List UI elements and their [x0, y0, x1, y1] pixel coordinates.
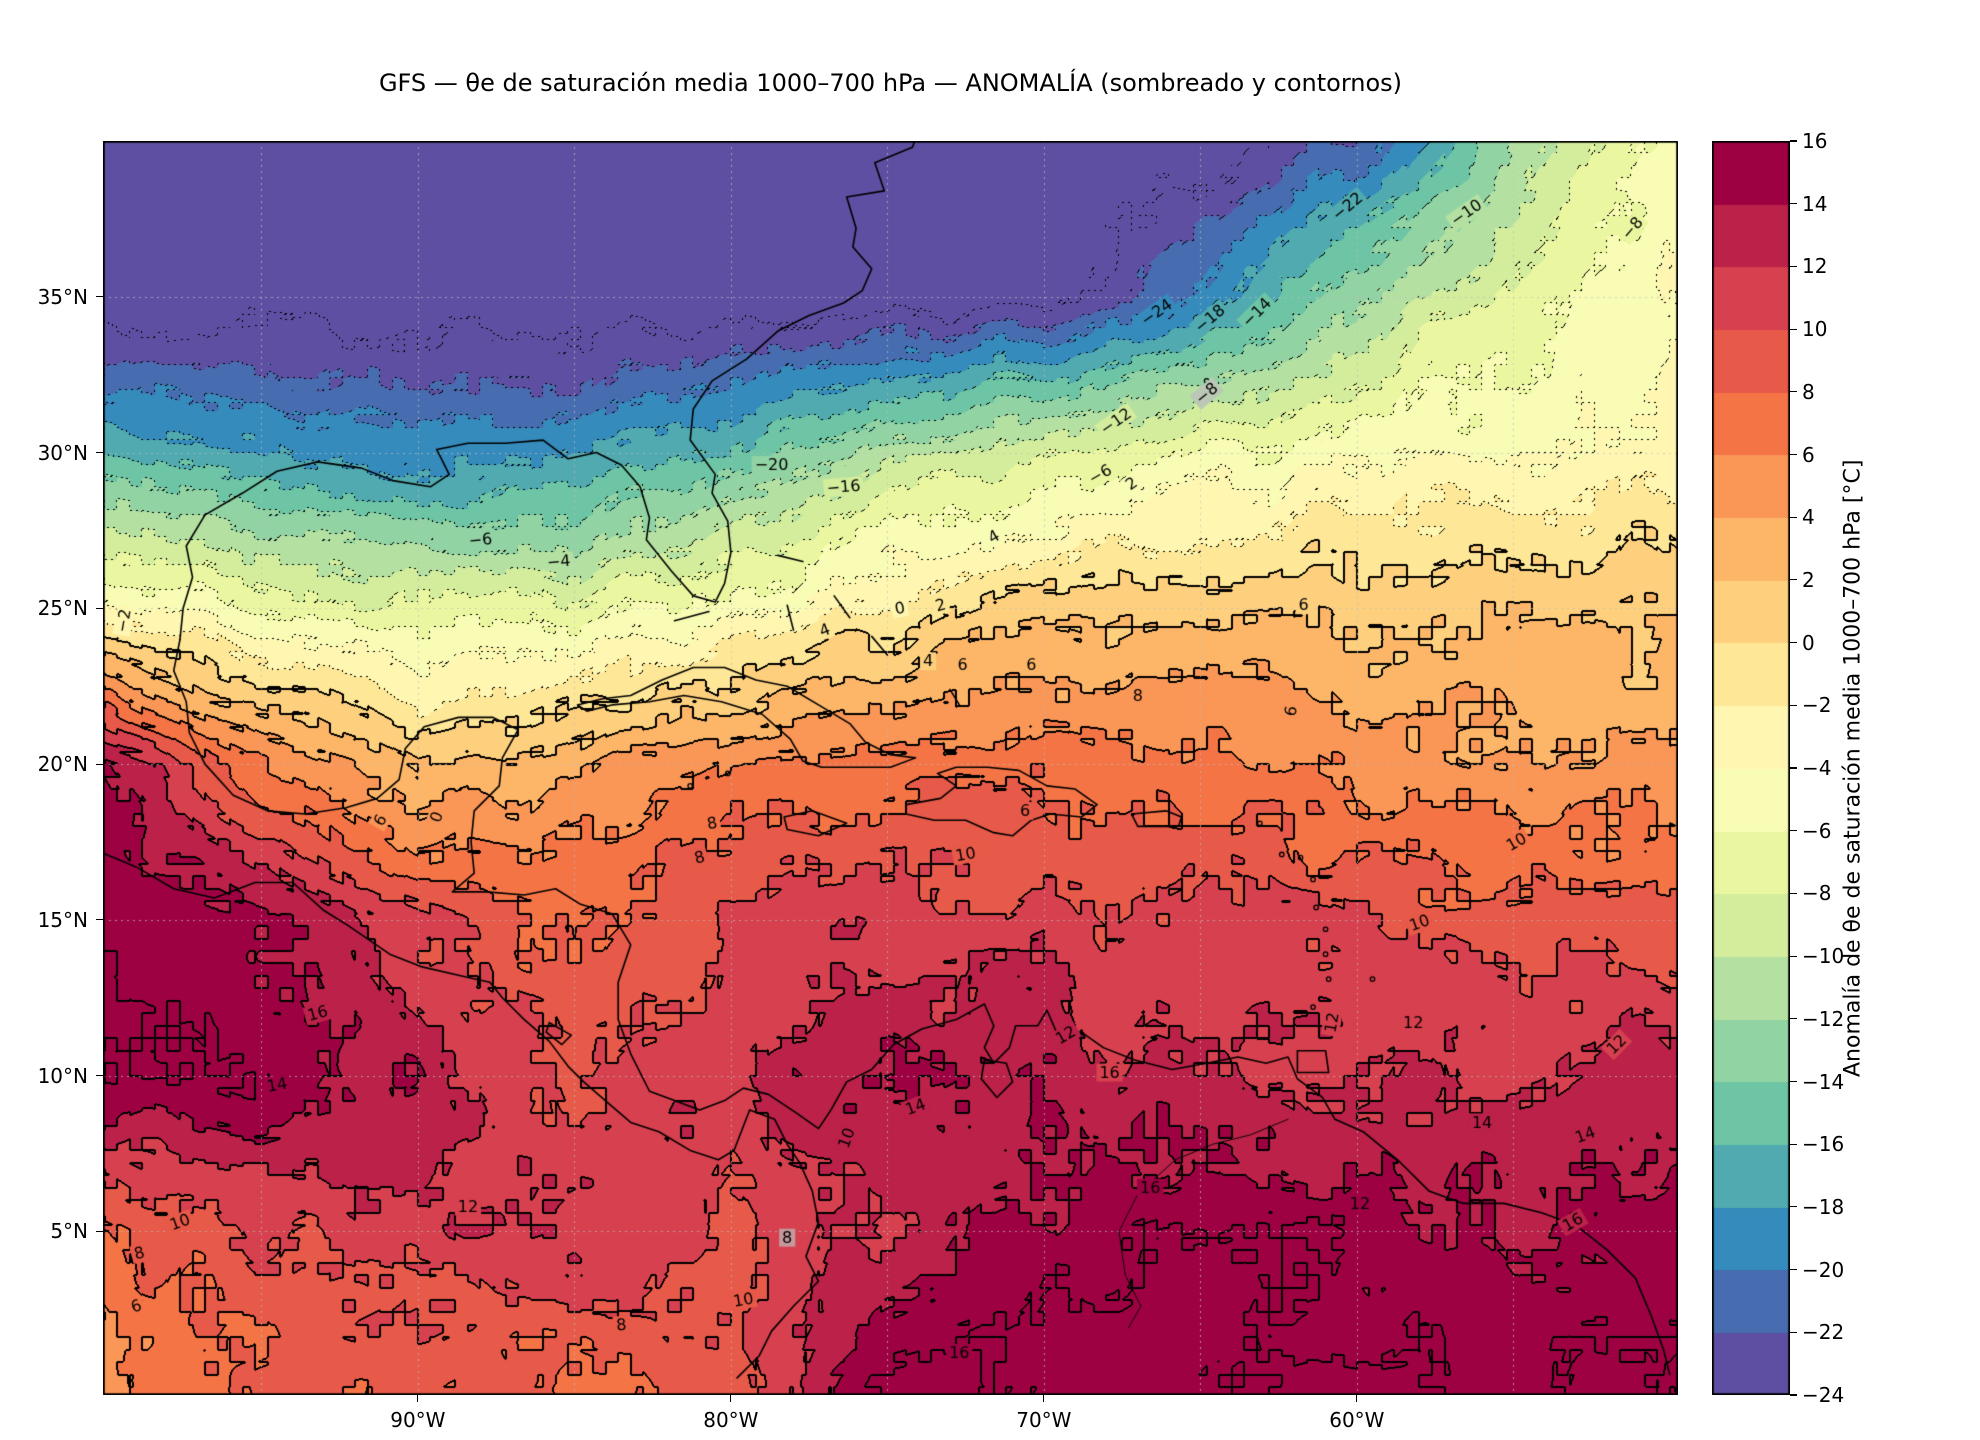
colorbar-tick [1790, 1331, 1797, 1333]
y-axis-tick [96, 296, 103, 298]
y-axis-tick-label: 5°N [50, 1219, 88, 1244]
colorbar-tick [1790, 1143, 1797, 1145]
anomaly-map-canvas [103, 141, 1678, 1395]
colorbar-tick [1790, 453, 1797, 456]
y-axis-tick-label: 35°N [37, 284, 88, 309]
colorbar-tick-label: 8 [1802, 379, 1815, 404]
colorbar-tick [1790, 328, 1797, 330]
x-axis-tick-label: 90°W [390, 1408, 446, 1432]
colorbar-tick-label: 14 [1802, 191, 1828, 216]
colorbar-tick-label: 12 [1802, 254, 1828, 279]
y-axis-tick-label: 25°N [37, 596, 88, 621]
x-axis-tick [417, 1395, 419, 1402]
x-axis-tick [730, 1395, 732, 1402]
colorbar-tick-label: 16 [1802, 129, 1828, 153]
y-axis-tick [96, 1075, 103, 1077]
y-axis-tick [96, 1230, 103, 1233]
colorbar-tick-label: −14 [1802, 1069, 1845, 1094]
y-axis-tick [96, 919, 103, 921]
x-axis-tick [1356, 1395, 1358, 1402]
colorbar-tick [1790, 767, 1797, 769]
y-axis-tick [96, 451, 103, 454]
colorbar-tick [1790, 265, 1797, 267]
colorbar-tick-label: −20 [1802, 1257, 1845, 1282]
colorbar-tick [1790, 955, 1797, 957]
colorbar-tick [1790, 516, 1797, 518]
colorbar-tick [1790, 1206, 1797, 1208]
y-axis-tick-label: 15°N [37, 907, 88, 932]
y-axis-tick-label: 30°N [37, 440, 88, 465]
colorbar-label: Anomalía de θe de saturación media 1000–… [1840, 459, 1866, 1077]
colorbar-tick-label: −24 [1802, 1383, 1845, 1407]
colorbar-tick-label: 4 [1802, 505, 1815, 530]
colorbar-tick [1790, 1018, 1797, 1020]
colorbar-tick-label: −4 [1802, 756, 1832, 780]
y-axis-tick [96, 607, 103, 609]
colorbar-tick [1790, 892, 1797, 894]
colorbar-tick [1790, 391, 1797, 393]
colorbar-tick [1790, 1080, 1797, 1083]
colorbar-tick-label: 0 [1802, 630, 1815, 655]
colorbar-tick-label: −6 [1802, 818, 1832, 843]
figure-title: GFS — θe de saturación media 1000–700 hP… [378, 69, 1403, 97]
colorbar-tick-label: 10 [1802, 317, 1828, 342]
colorbar-tick [1790, 140, 1797, 142]
colorbar-tick-label: −8 [1802, 881, 1832, 906]
x-axis-tick-label: 60°W [1329, 1408, 1385, 1432]
colorbar-tick-label: −18 [1802, 1194, 1845, 1219]
colorbar-tick [1790, 642, 1797, 644]
y-axis-tick [96, 763, 103, 765]
colorbar-tick-label: 6 [1802, 442, 1815, 467]
x-axis-tick-label: 80°W [703, 1408, 759, 1432]
colorbar-tick-label: −22 [1802, 1320, 1845, 1345]
colorbar-tick [1790, 1269, 1797, 1271]
colorbar-tick-label: −16 [1802, 1132, 1845, 1157]
colorbar-tick-label: −2 [1802, 693, 1832, 718]
x-axis-tick [1043, 1395, 1045, 1402]
colorbar-tick [1790, 579, 1797, 581]
colorbar [1712, 141, 1790, 1395]
colorbar-tick [1790, 1394, 1797, 1396]
colorbar-tick-label: −10 [1802, 944, 1845, 969]
colorbar-tick-label: 2 [1802, 567, 1815, 592]
colorbar-tick [1790, 203, 1797, 205]
colorbar-tick [1790, 704, 1797, 706]
y-axis-tick-label: 20°N [37, 752, 88, 777]
colorbar-tick [1790, 830, 1797, 832]
y-axis-tick-label: 10°N [37, 1063, 88, 1088]
x-axis-tick-label: 70°W [1016, 1408, 1072, 1432]
colorbar-tick-label: −12 [1802, 1006, 1845, 1031]
